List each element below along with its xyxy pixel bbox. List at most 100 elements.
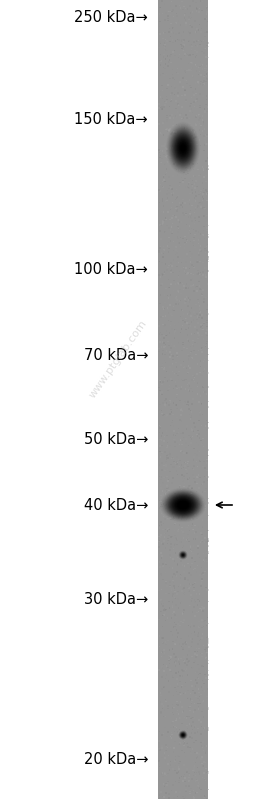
Bar	[180, 647, 182, 649]
Bar	[181, 776, 182, 777]
Bar	[205, 598, 206, 600]
Bar	[189, 85, 191, 86]
Bar	[190, 574, 192, 576]
Bar	[163, 75, 165, 77]
Bar	[204, 83, 205, 85]
Bar	[202, 746, 203, 748]
Bar	[201, 626, 203, 628]
Bar	[203, 700, 204, 702]
Bar	[162, 341, 163, 343]
Bar	[190, 149, 191, 150]
Bar	[189, 605, 190, 606]
Bar	[208, 46, 209, 47]
Bar	[192, 285, 193, 286]
Bar	[169, 549, 171, 551]
Bar	[179, 537, 181, 539]
Bar	[182, 614, 183, 615]
Bar	[159, 115, 161, 117]
Bar	[186, 322, 188, 324]
Bar	[195, 207, 196, 209]
Bar	[177, 169, 178, 171]
Bar	[166, 736, 168, 737]
Bar	[188, 445, 189, 446]
Bar	[189, 793, 191, 794]
Bar	[202, 208, 203, 209]
Bar	[196, 442, 197, 443]
Bar	[192, 584, 193, 586]
Bar	[173, 588, 174, 590]
Bar	[161, 145, 163, 147]
Bar	[166, 155, 168, 157]
Bar	[172, 284, 173, 285]
Ellipse shape	[175, 136, 191, 161]
Bar	[184, 670, 185, 672]
Bar	[203, 298, 205, 300]
Bar	[192, 430, 193, 431]
Bar	[186, 718, 187, 719]
Bar	[170, 557, 171, 559]
Bar	[180, 452, 182, 454]
Bar	[177, 95, 179, 97]
Ellipse shape	[179, 503, 186, 507]
Bar	[188, 328, 189, 329]
Bar	[177, 290, 179, 292]
Bar	[180, 675, 181, 677]
Bar	[202, 1, 203, 2]
Bar	[197, 382, 198, 384]
Bar	[165, 430, 167, 431]
Bar	[163, 414, 165, 415]
Bar	[204, 391, 206, 392]
Bar	[201, 424, 202, 426]
Bar	[160, 54, 162, 56]
Bar	[175, 714, 177, 716]
Bar	[185, 328, 186, 330]
Bar	[184, 686, 186, 687]
Bar	[206, 459, 208, 460]
Ellipse shape	[166, 492, 200, 518]
Bar	[167, 380, 168, 381]
Bar	[173, 478, 174, 479]
Bar	[180, 293, 182, 295]
Bar	[196, 757, 197, 759]
Bar	[197, 643, 199, 645]
Bar	[176, 13, 177, 14]
Bar	[161, 0, 163, 2]
Bar	[207, 106, 208, 108]
Bar	[199, 139, 200, 141]
Bar	[162, 13, 163, 14]
Bar	[205, 344, 206, 346]
Bar	[183, 670, 185, 671]
Ellipse shape	[179, 141, 187, 154]
Bar	[204, 773, 205, 774]
Bar	[172, 695, 173, 697]
Bar	[166, 149, 168, 150]
Bar	[183, 46, 184, 48]
Bar	[165, 750, 167, 751]
Bar	[201, 328, 203, 329]
Bar	[193, 229, 194, 230]
Bar	[197, 386, 198, 388]
Ellipse shape	[176, 500, 190, 510]
Bar	[165, 658, 167, 660]
Bar	[189, 747, 191, 749]
Bar	[179, 625, 181, 626]
Bar	[208, 639, 209, 641]
Bar	[194, 512, 195, 514]
Bar	[184, 594, 185, 595]
Bar	[196, 11, 197, 13]
Bar	[192, 274, 193, 276]
Bar	[169, 566, 170, 568]
Bar	[198, 213, 200, 214]
Ellipse shape	[181, 733, 185, 737]
Bar	[162, 97, 163, 99]
Bar	[177, 694, 179, 695]
Bar	[176, 690, 177, 692]
Bar	[206, 14, 207, 15]
Bar	[185, 670, 186, 671]
Bar	[166, 431, 167, 433]
Bar	[186, 239, 187, 240]
Bar	[181, 504, 183, 506]
Bar	[187, 587, 188, 588]
Bar	[183, 157, 185, 159]
Bar	[191, 551, 192, 552]
